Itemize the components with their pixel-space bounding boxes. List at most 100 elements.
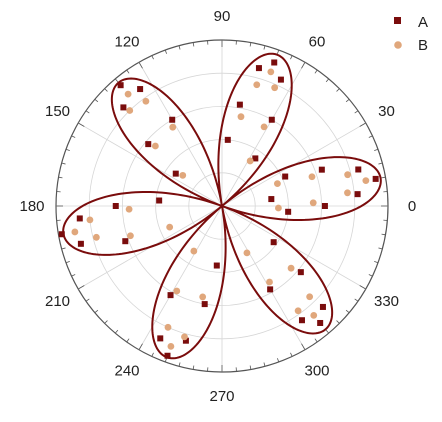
- data-point-circle: [142, 97, 150, 105]
- angular-minor-tick: [378, 247, 383, 250]
- data-point-circle: [344, 171, 352, 179]
- data-point-circle: [181, 333, 188, 341]
- legend-label-a: A: [418, 14, 428, 31]
- data-point-square: [355, 166, 362, 173]
- data-point-circle: [260, 123, 268, 131]
- data-point-circle: [274, 180, 281, 188]
- series-b: [71, 68, 370, 350]
- fit-curve-layer: [62, 52, 382, 360]
- data-points-layer: [58, 59, 379, 359]
- data-point-circle: [199, 293, 207, 301]
- data-point-square: [252, 155, 259, 162]
- legend-label-b: B: [418, 37, 428, 54]
- angular-minor-tick: [345, 98, 350, 103]
- data-point-square: [282, 173, 289, 180]
- angle-tick-label: 300: [304, 363, 329, 380]
- data-point-square: [318, 166, 325, 173]
- angular-minor-tick: [263, 362, 266, 367]
- data-point-square: [164, 352, 171, 359]
- data-point-circle: [362, 177, 370, 185]
- angle-tick-label: 120: [114, 34, 139, 51]
- angular-minor-tick: [354, 298, 359, 302]
- data-point-square: [267, 286, 274, 293]
- data-point-square: [112, 203, 119, 209]
- angular-minor-tick: [290, 55, 293, 60]
- data-point-circle: [166, 223, 174, 231]
- angular-minor-tick: [138, 62, 143, 69]
- data-point-circle: [310, 311, 318, 319]
- data-point-circle: [243, 249, 251, 257]
- data-point-circle: [173, 287, 181, 295]
- legend-item-b: B: [394, 37, 428, 54]
- angular-minor-tick: [359, 122, 366, 127]
- data-point-square: [277, 76, 284, 83]
- angular-minor-tick: [65, 261, 70, 264]
- data-point-square: [213, 262, 220, 269]
- data-point-square: [271, 59, 278, 66]
- data-point-circle: [253, 81, 261, 89]
- angular-minor-tick: [65, 148, 70, 151]
- data-point-square: [298, 317, 305, 324]
- data-point-square: [167, 292, 174, 299]
- angular-minor-tick: [374, 148, 379, 151]
- angular-minor-tick: [263, 45, 266, 50]
- angle-tick-label: 180: [19, 198, 44, 215]
- data-point-square: [319, 303, 326, 310]
- data-point-circle: [86, 216, 94, 224]
- data-point-circle: [124, 90, 132, 98]
- angular-minor-tick: [301, 62, 306, 69]
- data-point-circle: [167, 342, 175, 350]
- angle-tick-label: 30: [378, 103, 395, 120]
- data-point-circle: [151, 142, 159, 150]
- data-point-circle: [92, 233, 100, 241]
- data-point-circle: [309, 199, 317, 207]
- angular-minor-tick: [277, 358, 280, 363]
- angle-tick-label: 0: [408, 198, 416, 215]
- fit-curve: [62, 52, 382, 360]
- angular-minor-tick: [61, 162, 66, 165]
- angle-tick-label: 270: [209, 388, 234, 405]
- data-point-circle: [266, 278, 273, 286]
- angular-minor-tick: [178, 362, 181, 367]
- data-point-circle: [125, 205, 133, 213]
- data-point-square: [169, 116, 176, 123]
- data-point-square: [372, 175, 379, 182]
- angular-minor-tick: [314, 69, 318, 74]
- angular-minor-tick: [368, 135, 373, 138]
- angular-minor-tick: [336, 320, 340, 324]
- data-point-square: [354, 191, 361, 198]
- data-point-square: [77, 240, 84, 247]
- angle-tick-label: 210: [45, 293, 70, 310]
- angular-minor-tick: [359, 285, 366, 290]
- angular-minor-tick: [374, 261, 379, 264]
- data-point-square: [317, 319, 324, 326]
- data-point-square: [255, 65, 262, 72]
- data-point-circle: [179, 171, 187, 179]
- angular-minor-tick: [126, 338, 130, 343]
- angular-minor-tick: [345, 309, 350, 314]
- data-point-circle: [237, 113, 245, 121]
- data-point-circle: [246, 157, 254, 165]
- angle-tick-label: 330: [374, 293, 399, 310]
- legend-marker-circle: [394, 41, 402, 49]
- data-point-circle: [190, 247, 198, 255]
- angular-minor-tick: [378, 162, 383, 165]
- data-point-circle: [294, 307, 302, 315]
- angular-minor-tick: [94, 98, 99, 103]
- angular-minor-tick: [151, 55, 154, 60]
- angular-minor-tick: [78, 122, 85, 127]
- data-point-square: [120, 104, 127, 111]
- angular-minor-tick: [104, 88, 108, 92]
- angle-tick-label: 60: [309, 34, 326, 51]
- data-point-square: [122, 238, 129, 245]
- angle-tick-label: 90: [214, 8, 231, 25]
- angular-minor-tick: [85, 298, 90, 302]
- legend: A B: [394, 14, 428, 54]
- data-point-circle: [164, 323, 172, 331]
- angular-minor-tick: [178, 45, 181, 50]
- data-point-square: [76, 215, 83, 222]
- angle-tick-label: 150: [45, 103, 70, 120]
- angular-minor-tick: [164, 49, 167, 54]
- data-point-square: [297, 269, 304, 276]
- angle-tick-label: 240: [114, 363, 139, 380]
